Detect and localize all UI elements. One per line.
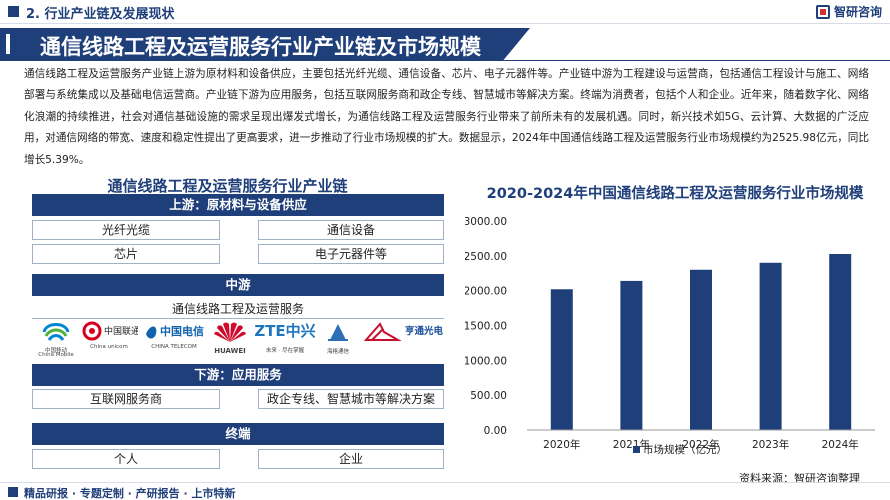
x-axis: 2020年 2021年 2022年 2023年 2024年	[527, 429, 875, 451]
legend-label: 市场规模（亿元）	[643, 443, 727, 456]
x-tick-label: 2022年	[682, 438, 719, 451]
footer-bar: 精品研报 · 专题定制 · 产研报告 · 上市特新	[0, 482, 890, 500]
chart-title: 2020-2024年中国通信线路工程及运营服务行业市场规模	[486, 186, 864, 202]
china-telecom-logo: 中国电信 CHINA TELECOM	[142, 318, 206, 358]
logo-text: HUAWEI	[214, 347, 246, 355]
brand: 智研咨询	[815, 3, 882, 20]
bar	[690, 269, 712, 430]
midstream-divider	[32, 318, 444, 319]
legend-swatch	[633, 446, 640, 453]
title-banner: 通信线路工程及运营服务行业产业链及市场规模	[0, 28, 530, 60]
footer-marker-icon	[8, 487, 18, 497]
chain-title: 通信线路工程及运营服务行业产业链	[107, 177, 348, 195]
y-tick-label: 1000.00	[465, 355, 507, 367]
y-tick-label: 2000.00	[465, 286, 507, 298]
brand-logo-icon	[815, 4, 830, 19]
hyd-logo	[362, 318, 402, 358]
logo-subtext: CHINA TELECOM	[151, 344, 197, 350]
company-logos: 中国移动 China Mobile 中国联通 China unicom 中国电信…	[32, 318, 444, 358]
logo-subtext: China Mobile	[38, 352, 74, 358]
upstream-header: 上游：原材料与设备供应	[32, 194, 444, 216]
y-tick-label: 2500.00	[465, 251, 507, 263]
y-tick-label: 500.00	[470, 390, 507, 402]
brand-name: 智研咨询	[833, 5, 882, 19]
huawei-logo: HUAWEI	[210, 318, 250, 358]
zte-logo: ZTE中兴 未来 · 尽在掌握	[254, 318, 316, 358]
y-tick-label: 0.00	[484, 425, 507, 437]
banner-accent	[6, 34, 10, 54]
hengtong-logo: 海格通信	[318, 318, 358, 358]
hengtong-optic-logo: 亨通光电	[404, 318, 444, 358]
bar	[829, 254, 852, 430]
intro-paragraph: 通信线路工程及运营服务产业链上游为原材料和设备供应，主要包括光纤光缆、通信设备、…	[24, 68, 869, 166]
terminal-item: 企业	[258, 449, 444, 469]
x-tick-label: 2021年	[613, 438, 650, 451]
svg-text:中国电信: 中国电信	[160, 324, 204, 338]
midstream-header: 中游	[32, 274, 444, 296]
upstream-item: 电子元器件等	[258, 244, 444, 264]
china-unicom-logo: 中国联通 China unicom	[80, 318, 140, 358]
bar	[620, 280, 643, 430]
china-mobile-logo: 中国移动 China Mobile	[36, 318, 76, 358]
y-axis: 0.00 500.00 1000.00 1500.00 2000.00 2500.00 30…	[465, 216, 507, 437]
upstream-item: 通信设备	[258, 220, 444, 240]
bar-chart: 0.00 500.00 1000.00 1500.00 2000.00 2500.00 30…	[465, 216, 875, 456]
logo-text: 中国移动	[44, 348, 67, 354]
upstream-item: 光纤光缆	[32, 220, 220, 240]
bars	[550, 254, 852, 430]
section-marker-icon	[8, 6, 19, 17]
logo-subtext: 未来 · 尽在掌握	[265, 348, 305, 354]
section-label: 2. 行业产业链及发展现状	[26, 7, 175, 22]
logo-text: ZTE中兴	[254, 322, 316, 340]
x-tick-label: 2020年	[543, 438, 580, 451]
y-tick-label: 3000.00	[465, 216, 507, 228]
upstream-item: 芯片	[32, 244, 220, 264]
downstream-item: 互联网服务商	[32, 389, 220, 409]
svg-text:中国联通: 中国联通	[104, 325, 138, 337]
logo-text: 亨通光电	[404, 326, 443, 337]
terminal-item: 个人	[32, 449, 220, 469]
x-tick-label: 2024年	[822, 438, 859, 451]
footer-text: 精品研报 · 专题定制 · 产研报告 · 上市特新	[24, 487, 236, 500]
downstream-header: 下游：应用服务	[32, 364, 444, 386]
midstream-item: 通信线路工程及运营服务	[32, 300, 444, 320]
x-tick-label: 2023年	[752, 438, 789, 451]
logo-text: 海格通信	[326, 349, 349, 355]
terminal-header: 终端	[32, 423, 444, 445]
downstream-item: 政企专线、智慧城市等解决方案	[258, 389, 444, 409]
page-title: 通信线路工程及运营服务行业产业链及市场规模	[40, 35, 481, 59]
banner-divider	[0, 60, 890, 61]
source-note: 资料来源：智研咨询整理	[739, 472, 860, 485]
chart-legend: 市场规模（亿元）	[633, 443, 727, 456]
bar	[550, 289, 573, 430]
y-tick-label: 1500.00	[465, 321, 507, 333]
logo-subtext: China unicom	[90, 344, 128, 350]
bar	[759, 262, 782, 430]
top-bar: 2. 行业产业链及发展现状 智研咨询	[0, 0, 890, 24]
